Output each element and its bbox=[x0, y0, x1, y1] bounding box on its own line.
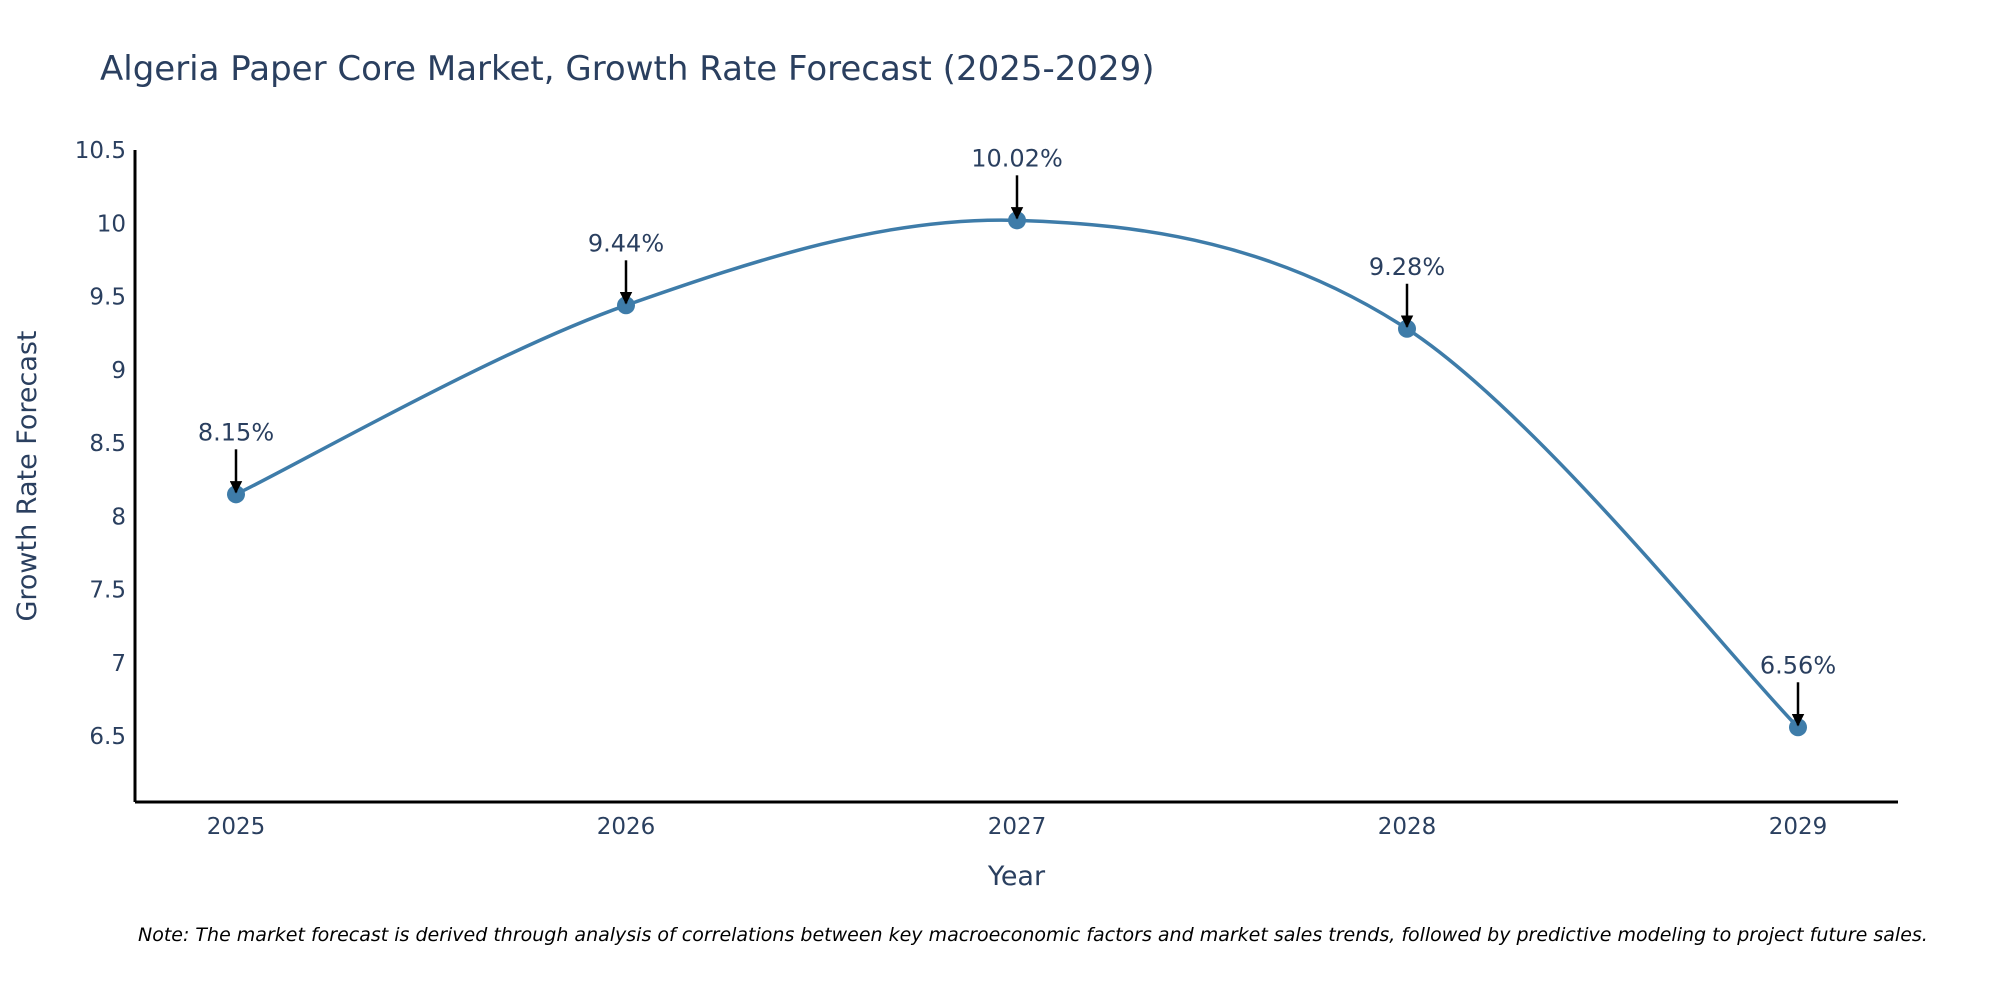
y-tick-label: 10.5 bbox=[75, 138, 126, 164]
data-label: 10.02% bbox=[971, 144, 1063, 172]
y-tick-label: 7.5 bbox=[89, 578, 126, 604]
y-tick-label: 9.5 bbox=[89, 285, 126, 311]
footnote: Note: The market forecast is derived thr… bbox=[138, 924, 1928, 946]
data-label: 8.15% bbox=[198, 418, 274, 446]
y-tick-label: 8.5 bbox=[89, 431, 126, 457]
chart-title: Algeria Paper Core Market, Growth Rate F… bbox=[100, 49, 1155, 89]
y-tick-label: 8 bbox=[111, 504, 126, 530]
x-tick-label: 2026 bbox=[597, 814, 656, 840]
series-line bbox=[235, 218, 1800, 729]
x-tick-label: 2028 bbox=[1378, 814, 1437, 840]
data-label: 6.56% bbox=[1760, 651, 1836, 679]
data-label: 9.44% bbox=[588, 229, 664, 257]
y-axis-title: Growth Rate Forecast bbox=[12, 330, 43, 621]
x-axis-title: Year bbox=[987, 861, 1046, 892]
x-tick-label: 2027 bbox=[988, 814, 1047, 840]
y-tick-label: 9 bbox=[111, 358, 126, 384]
y-tick-label: 7 bbox=[111, 651, 126, 677]
y-tick-label: 6.5 bbox=[89, 724, 126, 750]
x-axis-ticks: 2025 2026 2027 2028 2029 bbox=[207, 814, 1828, 840]
chart-frame: Algeria Paper Core Market, Growth Rate F… bbox=[12, 49, 1928, 946]
y-tick-label: 10 bbox=[97, 211, 126, 237]
data-annotations: 8.15% 9.44% 10.02% 9.28% 6.56% bbox=[198, 144, 1836, 727]
y-axis-ticks: 6.5 7 7.5 8 8.5 9 9.5 10 10.5 bbox=[75, 138, 126, 750]
data-label: 9.28% bbox=[1369, 253, 1445, 281]
x-tick-label: 2029 bbox=[1769, 814, 1828, 840]
x-tick-label: 2025 bbox=[207, 814, 266, 840]
